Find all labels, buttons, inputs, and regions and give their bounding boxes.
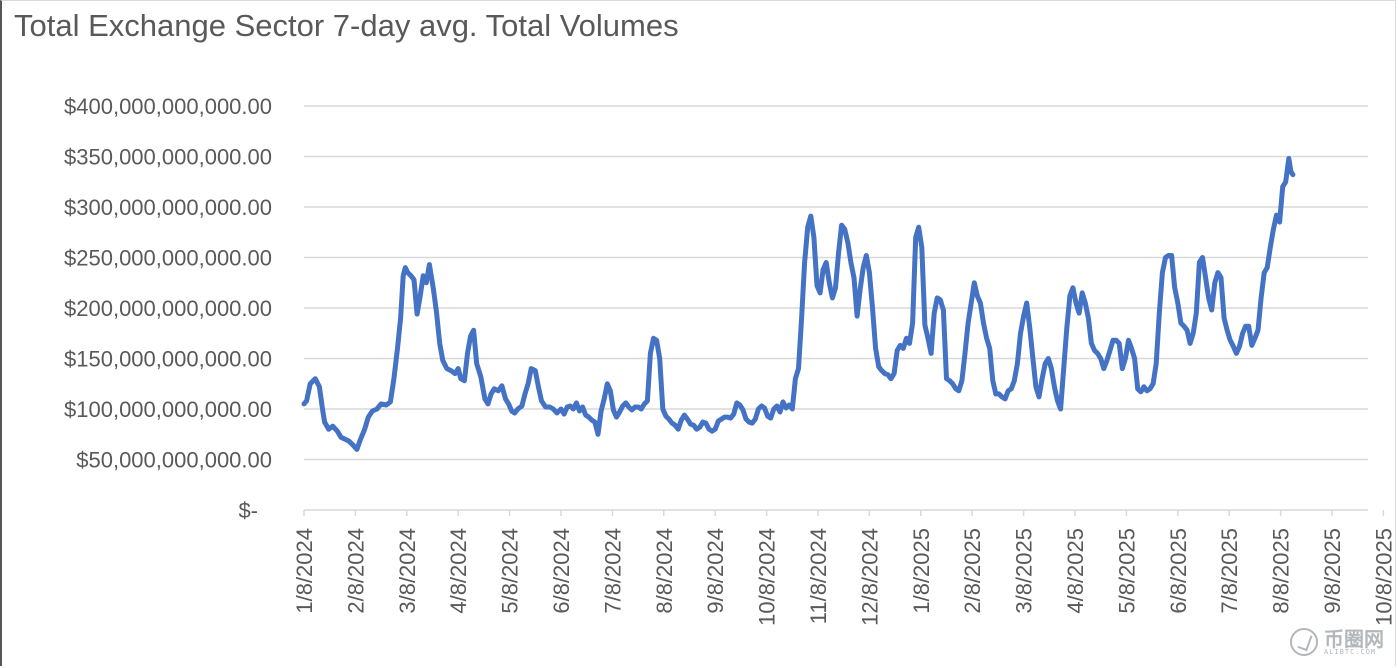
- watermark-text: 币圈网: [1324, 626, 1384, 651]
- x-tick-label: 8/8/2025: [1269, 528, 1294, 614]
- x-tick-label: 1/8/2025: [909, 528, 934, 614]
- watermark-logo-icon: [1290, 628, 1318, 656]
- x-tick-label: 9/8/2025: [1320, 528, 1345, 614]
- x-tick-label: 6/8/2025: [1166, 528, 1191, 614]
- x-tick-label: 1/8/2024: [292, 528, 317, 614]
- x-tick-label: 2/8/2024: [343, 528, 368, 614]
- y-tick-label: $100,000,000,000.00: [64, 397, 272, 422]
- y-tick-label: $400,000,000,000.00: [64, 94, 272, 119]
- x-tick-label: 2/8/2025: [960, 528, 985, 614]
- y-tick-label: $200,000,000,000.00: [64, 296, 272, 321]
- y-tick-label: $350,000,000,000.00: [64, 145, 272, 170]
- x-tick-label: 4/8/2025: [1063, 528, 1088, 614]
- x-tick-label: 8/8/2024: [652, 528, 677, 614]
- x-tick-label: 12/8/2024: [857, 528, 882, 626]
- y-tick-label: $250,000,000,000.00: [64, 246, 272, 271]
- series-line: [301, 156, 1296, 452]
- x-tick-label: 11/8/2024: [806, 528, 831, 624]
- y-tick-label: $150,000,000,000.00: [64, 347, 272, 372]
- x-tick-label: 5/8/2024: [498, 528, 523, 614]
- x-tick-label: 7/8/2025: [1217, 528, 1242, 614]
- x-tick-label: 10/8/2024: [755, 528, 780, 626]
- x-tick-label: 3/8/2025: [1012, 528, 1037, 614]
- x-tick-label: 10/8/2025: [1371, 528, 1396, 626]
- x-tick-label: 7/8/2024: [600, 528, 625, 614]
- x-tick-label: 9/8/2024: [703, 528, 728, 614]
- watermark-subtext: ALIBTC.COM: [1324, 647, 1377, 656]
- x-tick-label: 6/8/2024: [549, 528, 574, 614]
- y-tick-label: $-: [238, 498, 258, 523]
- x-tick-label: 4/8/2024: [446, 528, 471, 614]
- x-tick-label: 3/8/2024: [395, 528, 420, 614]
- y-tick-label: $50,000,000,000.00: [76, 448, 272, 473]
- y-tick-label: $300,000,000,000.00: [64, 195, 272, 220]
- watermark: 币圈网 ALIBTC.COM: [1290, 628, 1384, 656]
- chart-title: Total Exchange Sector 7-day avg. Total V…: [14, 8, 679, 43]
- x-tick-label: 5/8/2025: [1114, 528, 1139, 614]
